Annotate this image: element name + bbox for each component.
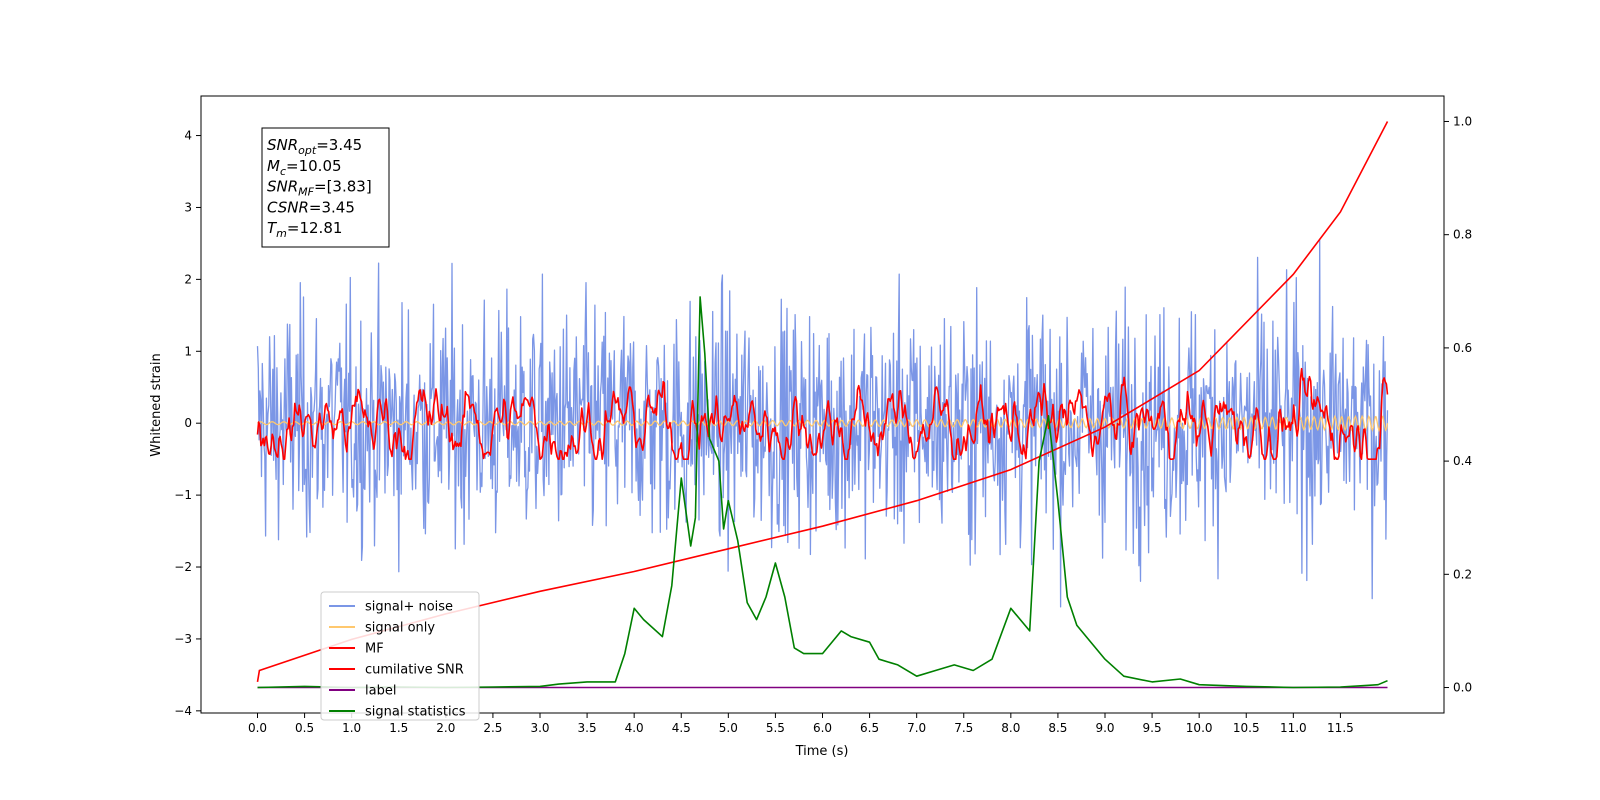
x-tick-label: 8.5	[1048, 721, 1067, 735]
series-mf-line	[256, 367, 1389, 460]
y-left-tick-label: 1	[184, 344, 192, 358]
x-axis: 0.0 0.5 1.0 1.5 2.0 2.5 3.0 3.5 4.0 4.5 5.0 5.5 6.0 6…	[248, 713, 1354, 735]
annotation-symbol: SNR	[267, 178, 298, 196]
y-left-tick-label: 3	[184, 200, 192, 214]
y-left-tick-label: −1	[174, 488, 192, 502]
series-signal-only-line	[257, 414, 1389, 433]
annotation-value: =10.05	[286, 157, 342, 175]
x-tick-label: 6.0	[813, 721, 832, 735]
annotation-symbol: CSNR	[267, 198, 309, 216]
y-axis-left: −4 −3 −2 −1 0 1 2 3 4	[174, 129, 201, 718]
annotation-value: =3.45	[316, 136, 362, 154]
annotation-line: Mc=10.05	[267, 157, 342, 178]
annotation-line: Tm=12.81	[267, 219, 342, 240]
legend-label: signal+ noise	[365, 600, 453, 615]
series-signal-noise-line	[256, 239, 1389, 608]
annotation-subscript: opt	[298, 144, 317, 157]
legend-frame	[320, 591, 480, 721]
x-tick-label: 4.5	[672, 721, 691, 735]
x-tick-label: 2.5	[483, 721, 502, 735]
y-right-tick-label: 1.0	[1453, 114, 1472, 128]
y-right-tick-label: 0.8	[1453, 228, 1472, 242]
x-tick-label: 10.0	[1186, 721, 1213, 735]
annotation-value: =3.45	[309, 198, 355, 216]
x-tick-label: 8.0	[1001, 721, 1020, 735]
x-tick-label: 1.0	[342, 721, 361, 735]
annotation-symbol: M	[267, 157, 280, 175]
x-tick-label: 3.5	[578, 721, 597, 735]
y-left-tick-label: −2	[174, 560, 192, 574]
x-tick-label: 11.5	[1327, 721, 1354, 735]
legend-label: signal only	[365, 621, 435, 636]
x-tick-label: 4.0	[625, 721, 644, 735]
x-tick-label: 7.5	[954, 721, 973, 735]
y-right-tick-label: 0.0	[1453, 681, 1472, 695]
x-tick-label: 0.0	[248, 721, 267, 735]
x-axis-label: Time (s)	[795, 744, 849, 759]
y-left-tick-label: −3	[174, 632, 192, 646]
y-left-tick-label: −4	[174, 704, 192, 718]
x-tick-label: 3.0	[530, 721, 549, 735]
annotation-value: =12.81	[287, 219, 343, 237]
annotation-line: SNRMF=[3.83]	[267, 178, 372, 199]
annotation-subscript: MF	[298, 186, 314, 199]
x-tick-label: 0.5	[295, 721, 314, 735]
annotation-subscript: m	[276, 227, 287, 240]
annotation-symbol: T	[267, 219, 278, 237]
annotation-symbol: SNR	[267, 136, 298, 154]
y-left-tick-label: 4	[184, 129, 192, 143]
annotation-box: SNRopt=3.45Mc=10.05SNRMF=[3.83]CSNR=3.45…	[261, 127, 390, 248]
annotation-value: =[3.83]	[314, 178, 372, 196]
x-tick-label: 7.0	[907, 721, 926, 735]
annotation-line: CSNR=3.45	[267, 198, 355, 216]
y-right-tick-label: 0.2	[1453, 567, 1472, 581]
legend-label: signal statistics	[365, 705, 466, 720]
x-tick-label: 5.0	[719, 721, 738, 735]
series-signal-statistics-line	[257, 296, 1388, 689]
x-tick-label: 10.5	[1233, 721, 1260, 735]
y-left-tick-label: 0	[184, 416, 192, 430]
annotation-subscript: c	[280, 165, 286, 178]
y-left-tick-label: 2	[184, 272, 192, 286]
x-tick-label: 5.5	[766, 721, 785, 735]
y-axis-right: 0.0 0.2 0.4 0.6 0.8 1.0	[1444, 114, 1472, 695]
x-tick-label: 6.5	[860, 721, 879, 735]
y-axis-label-left: Whitened strain	[149, 353, 164, 456]
y-right-tick-label: 0.4	[1453, 454, 1472, 468]
legend-label: cumilative SNR	[365, 663, 464, 678]
x-tick-label: 11.0	[1280, 721, 1307, 735]
x-tick-label: 2.0	[436, 721, 455, 735]
y-right-tick-label: 0.6	[1453, 341, 1472, 355]
legend: signal+ noise signal only MF cumilative SNR…	[320, 591, 480, 721]
annotation-line: SNRopt=3.45	[267, 136, 362, 157]
x-tick-label: 9.5	[1143, 721, 1162, 735]
legend-label: MF	[365, 642, 384, 657]
legend-label: label	[365, 684, 396, 699]
x-tick-label: 9.0	[1095, 721, 1114, 735]
annotation-box-frame	[261, 127, 390, 248]
x-tick-label: 1.5	[389, 721, 408, 735]
